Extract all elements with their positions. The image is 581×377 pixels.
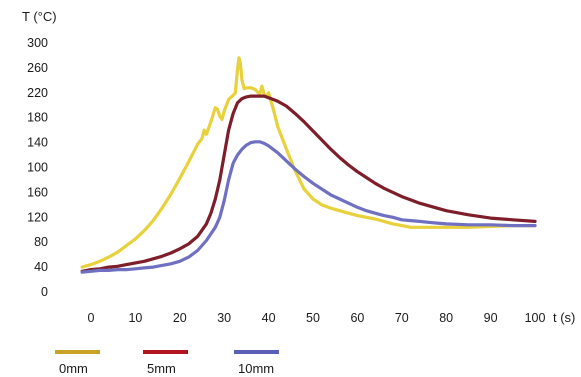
legend-label-5mm: 5mm	[147, 361, 176, 376]
y-tick-label: 140	[27, 136, 48, 150]
y-tick-label: 220	[27, 86, 48, 100]
y-axis-ticks: 0 40 80 120 160 100 140 180 220 260 300	[27, 36, 48, 299]
x-tick-label: 30	[217, 311, 231, 325]
x-tick-label: 50	[306, 311, 320, 325]
series-line-10mm	[80, 140, 537, 274]
y-tick-label: 300	[27, 36, 48, 50]
y-tick-label: 120	[27, 210, 48, 224]
series-line-5mm	[80, 94, 537, 273]
y-axis-title: T (°C)	[22, 9, 57, 24]
y-tick-label: 0	[41, 285, 48, 299]
x-tick-label: 100	[525, 311, 546, 325]
x-tick-label: 20	[173, 311, 187, 325]
x-axis-ticks: 0 10 20 30 40 50 60 70 80 90 100	[88, 311, 546, 325]
y-tick-label: 180	[27, 111, 48, 125]
y-tick-label: 40	[34, 260, 48, 274]
y-tick-label: 260	[27, 61, 48, 75]
x-axis-title: t (s)	[553, 310, 575, 325]
x-tick-label: 0	[88, 311, 95, 325]
y-tick-label: 160	[27, 185, 48, 199]
plot-area	[80, 56, 537, 274]
x-tick-label: 10	[128, 311, 142, 325]
x-tick-label: 90	[484, 311, 498, 325]
x-tick-label: 80	[439, 311, 453, 325]
y-tick-label: 100	[27, 161, 48, 175]
legend-label-10mm: 10mm	[238, 361, 274, 376]
x-tick-label: 70	[395, 311, 409, 325]
legend-label-0mm: 0mm	[59, 361, 88, 376]
x-tick-label: 60	[350, 311, 364, 325]
legend: 0mm 5mm 10mm	[55, 350, 279, 376]
y-tick-label: 80	[34, 235, 48, 249]
series-line-0mm	[80, 56, 537, 269]
x-tick-label: 40	[262, 311, 276, 325]
